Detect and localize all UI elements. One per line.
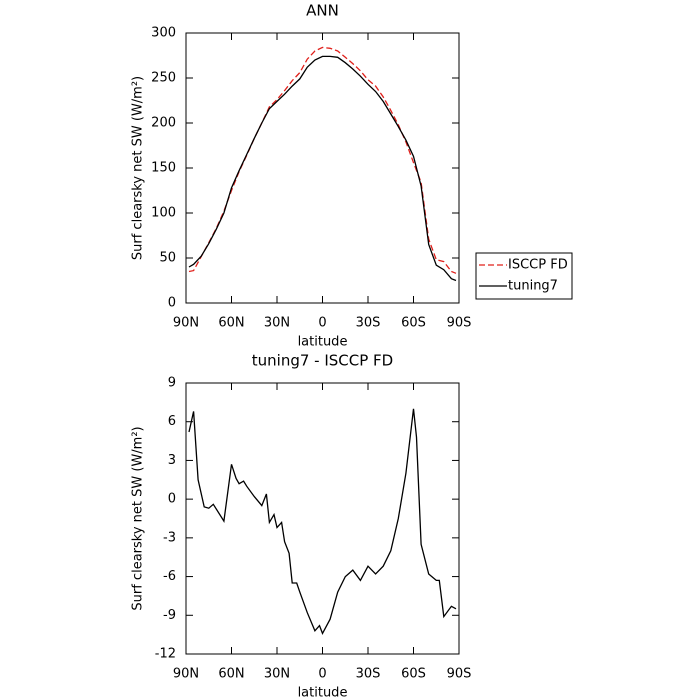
- x-tick-label: 0: [318, 316, 326, 331]
- plot-frame: [185, 382, 460, 655]
- legend-box: [475, 252, 573, 300]
- y-tick-label: 9: [168, 376, 176, 391]
- chart-title: ANN: [306, 2, 339, 20]
- y-tick-label: 100: [151, 206, 176, 221]
- y-tick-label: 6: [168, 414, 176, 429]
- y-tick-label: 200: [151, 116, 176, 131]
- x-tick-label: 60S: [401, 316, 426, 331]
- x-tick-label: 30S: [356, 667, 381, 682]
- y-tick-label: 300: [151, 26, 176, 41]
- y-tick-label: 150: [151, 161, 176, 176]
- y-axis-label: Surf clearsky net SW (W/m²): [131, 76, 146, 260]
- x-axis-label: latitude: [298, 686, 348, 700]
- y-tick-label: -12: [155, 647, 176, 662]
- y-axis-label: Surf clearsky net SW (W/m²): [131, 426, 146, 610]
- data-line: [188, 46, 457, 274]
- x-tick-label: 90N: [173, 667, 199, 682]
- x-tick-label: 60N: [218, 667, 244, 682]
- x-tick-label: 60S: [401, 667, 426, 682]
- data-line: [188, 55, 457, 282]
- y-tick-label: 0: [168, 296, 176, 311]
- y-tick-label: -9: [163, 608, 176, 623]
- x-tick-label: 90N: [173, 316, 199, 331]
- data-line: [188, 408, 457, 635]
- y-tick-label: 250: [151, 71, 176, 86]
- x-tick-label: 90S: [447, 667, 472, 682]
- chart-title: tuning7 - ISCCP FD: [252, 352, 393, 370]
- y-tick-label: 3: [168, 453, 176, 468]
- legend-label: ISCCP FD: [508, 258, 568, 273]
- y-tick-label: 50: [159, 251, 176, 266]
- x-tick-label: 30S: [356, 316, 381, 331]
- y-tick-label: 0: [168, 492, 176, 507]
- y-tick-label: -3: [163, 530, 176, 545]
- x-tick-label: 90S: [447, 316, 472, 331]
- plot-frame: [185, 32, 460, 304]
- x-axis-label: latitude: [298, 335, 348, 350]
- x-tick-label: 30N: [264, 667, 290, 682]
- x-tick-label: 60N: [218, 316, 244, 331]
- x-tick-label: 0: [318, 667, 326, 682]
- x-tick-label: 30N: [264, 316, 290, 331]
- legend-label: tuning7: [508, 279, 558, 294]
- y-tick-label: -6: [163, 569, 176, 584]
